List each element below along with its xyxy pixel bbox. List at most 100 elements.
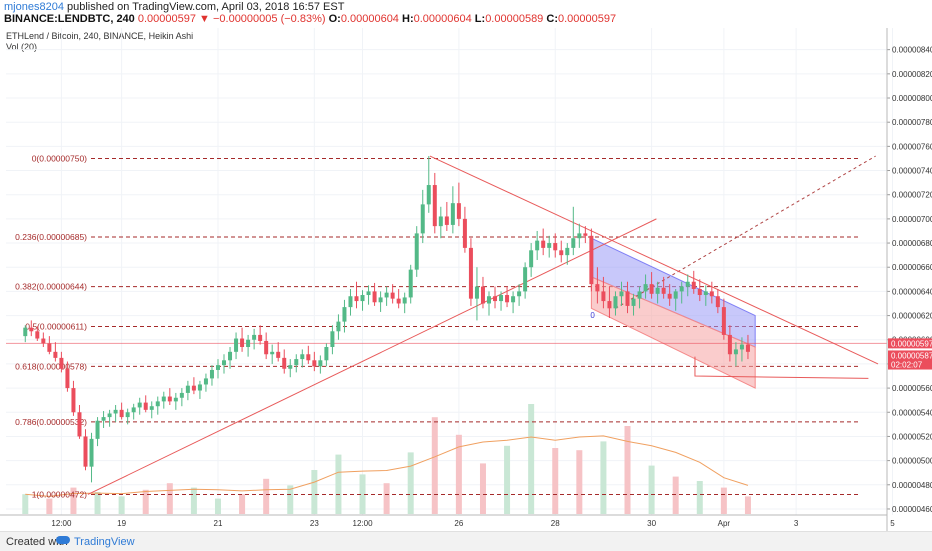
volume-bar: [190, 487, 197, 514]
price-label-text: 02:02:07: [891, 361, 923, 370]
candle-body: [535, 240, 540, 251]
candle-body: [119, 409, 124, 418]
candle-body: [432, 185, 437, 227]
volume-bar: [600, 441, 607, 514]
candle-body: [655, 287, 660, 294]
volume-bar: [214, 498, 221, 514]
candle-body: [215, 365, 220, 370]
y-tick-label: 0.00000720: [892, 191, 932, 200]
candle-body: [493, 296, 498, 302]
candle-body: [71, 388, 76, 413]
candle-body: [95, 420, 100, 439]
y-tick-label: 0.00000680: [892, 239, 932, 248]
price-change: 0.00000597 ▼ −0.00000005 (−0.83%): [137, 13, 326, 25]
dashed-trendline: [615, 155, 876, 309]
candle-body: [264, 340, 269, 355]
candle-body: [65, 368, 70, 389]
candle-body: [29, 327, 34, 332]
candle-body: [222, 360, 227, 366]
price-chart[interactable]: ETHLend / Bitcoin, 240, BINANCE, Heikin …: [0, 28, 932, 531]
candle-body: [553, 243, 558, 251]
x-tick-label: 23: [310, 519, 319, 528]
support-trendline: [87, 218, 657, 495]
candle-body: [318, 360, 323, 367]
candle-body: [505, 295, 510, 303]
fib-level-label: 0.786(0.00000532): [15, 417, 87, 427]
candle-body: [342, 307, 347, 322]
tradingview-logo[interactable]: TradingView: [56, 536, 135, 548]
candle-body: [625, 291, 630, 306]
y-tick-label: 0.00000760: [892, 142, 932, 151]
brand-label: TradingView: [74, 536, 135, 548]
y-tick-label: 0.00000780: [892, 118, 932, 127]
volume-bar: [383, 483, 390, 514]
candle-body: [179, 392, 184, 398]
candle-body: [715, 296, 720, 308]
candle-body: [529, 250, 534, 268]
low-label: L:: [474, 13, 486, 25]
candle-body: [565, 247, 570, 256]
open-label: O:: [328, 13, 341, 25]
fib-level-label: 0.618(0.00000578): [15, 361, 87, 371]
candle-body: [101, 417, 106, 421]
candle-body: [396, 298, 401, 304]
candle-body: [312, 360, 317, 367]
candle-body: [474, 286, 479, 299]
candle-body: [89, 438, 94, 467]
candle-body: [745, 344, 750, 352]
candle-body: [414, 233, 419, 270]
volume-bars: [22, 404, 751, 514]
volume-bar: [311, 470, 318, 514]
fib-level-label: 0.236(0.00000685): [15, 232, 87, 242]
candle-body: [35, 331, 40, 339]
candle-body: [426, 185, 431, 205]
volume-bar: [479, 463, 486, 514]
price-label-text: 0.00000587: [891, 351, 932, 360]
y-tick-label: 0.00000660: [892, 263, 932, 272]
candle-body: [444, 216, 449, 225]
candle-body: [252, 334, 257, 340]
x-tick-label: 26: [454, 519, 463, 528]
candle-body: [649, 284, 654, 294]
candle-body: [336, 321, 341, 332]
low-value: 0.00000589: [485, 13, 544, 25]
candle-body: [589, 235, 594, 285]
high-value: 0.00000604: [413, 13, 472, 25]
candle-body: [191, 385, 196, 391]
cloud-icon: [56, 536, 70, 544]
candle-body: [480, 286, 485, 304]
candle-body: [77, 412, 82, 437]
candle-body: [113, 409, 118, 414]
candle-body: [438, 216, 443, 227]
y-tick-label: 0.00000560: [892, 384, 932, 393]
price-axis[interactable]: 0.00000840 0.00000820 0.00000800 0.00000780…: [886, 28, 932, 531]
open-value: 0.00000604: [340, 13, 399, 25]
y-tick-label: 0.00000740: [892, 167, 932, 176]
author-link[interactable]: mjones8204: [4, 1, 64, 13]
x-tick-label: 3: [794, 519, 799, 528]
volume-bar: [335, 454, 342, 514]
y-tick-label: 0.00000500: [892, 457, 932, 466]
candle-body: [727, 334, 732, 355]
y-tick-label: 0.00000840: [892, 46, 932, 55]
candle-body: [709, 291, 714, 297]
volume-bar: [118, 496, 125, 514]
candle-body: [300, 354, 305, 360]
channel-zero-label: 0: [590, 311, 595, 320]
candle-body: [306, 354, 311, 361]
candle-body: [366, 291, 371, 296]
candle-body: [486, 296, 491, 304]
volume-bar: [166, 483, 173, 514]
fib-level-label: 0(0.00000750): [32, 153, 87, 163]
candle-body: [288, 365, 293, 369]
candle-body: [703, 291, 708, 296]
publish-info: mjones8204 published on TradingView.com,…: [4, 1, 344, 13]
candle-body: [679, 286, 684, 292]
candle-body: [601, 291, 606, 302]
volume-bar: [455, 434, 462, 514]
y-tick-label: 0.00000640: [892, 287, 932, 296]
candle-body: [197, 384, 202, 391]
x-tick-label: 12:00: [51, 519, 72, 528]
candle-body: [523, 267, 528, 292]
